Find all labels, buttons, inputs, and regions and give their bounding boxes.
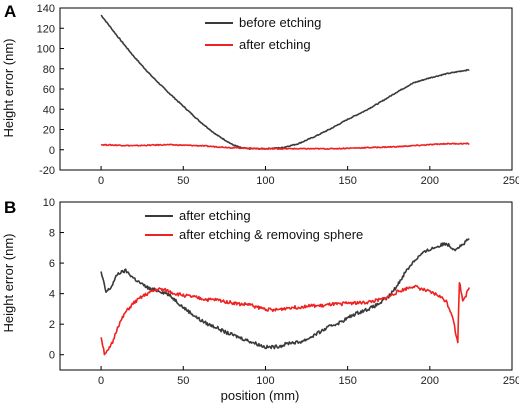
y-axis-title-a: Height error (nm) <box>1 39 16 138</box>
y-tick-label: 8 <box>49 228 55 240</box>
x-ticks-a: 0 50 100 150 200 250 <box>98 166 519 187</box>
x-ticks-b: 0 50 100 150 200 250 <box>98 366 519 387</box>
legend-label: before etching <box>239 15 321 30</box>
y-tick-label: 80 <box>43 64 55 76</box>
y-tick-label: 20 <box>43 125 55 137</box>
x-tick-label: 250 <box>503 175 519 187</box>
legend-label: after etching <box>239 37 311 52</box>
legend-a: before etching after etching <box>205 15 321 52</box>
x-tick-label: 0 <box>98 175 104 187</box>
y-tick-label: 40 <box>43 104 55 116</box>
x-tick-label: 250 <box>503 375 519 387</box>
y-tick-label: 2 <box>49 319 55 331</box>
y-axis-title-b: Height error (nm) <box>1 234 16 333</box>
series-line-2 <box>100 142 470 150</box>
y-tick-label: -20 <box>39 165 55 177</box>
series-line-1 <box>100 14 470 150</box>
x-tick-label: 150 <box>338 175 356 187</box>
x-tick-label: 100 <box>256 375 274 387</box>
y-tick-label: 60 <box>43 84 55 96</box>
plot-frame-b <box>59 201 513 371</box>
y-tick-label: 120 <box>37 23 55 35</box>
panel-a-label: A <box>4 2 16 21</box>
x-tick-label: 150 <box>338 375 356 387</box>
x-tick-label: 200 <box>421 175 439 187</box>
x-axis-title-b: position (mm) <box>221 388 300 403</box>
series-line-1 <box>100 238 470 350</box>
panel-b-label: B <box>4 198 16 217</box>
legend-label: after etching <box>179 208 251 223</box>
series-b <box>100 238 471 356</box>
y-ticks-b: 0 2 4 6 8 10 <box>43 197 64 362</box>
x-tick-label: 50 <box>177 175 189 187</box>
legend-label: after etching & removing sphere <box>179 227 363 242</box>
y-tick-label: 140 <box>37 3 55 15</box>
y-tick-label: 10 <box>43 197 55 209</box>
x-tick-label: 100 <box>256 175 274 187</box>
series-line-2 <box>100 281 471 356</box>
y-tick-label: 0 <box>49 145 55 157</box>
x-tick-label: 50 <box>177 375 189 387</box>
y-ticks-a: -20 0 20 40 60 80 100 120 140 <box>37 3 64 177</box>
x-tick-label: 0 <box>98 375 104 387</box>
legend-b: after etching after etching & removing sp… <box>145 208 363 242</box>
y-tick-label: 100 <box>37 44 55 56</box>
y-tick-label: 0 <box>49 350 55 362</box>
y-tick-label: 4 <box>49 289 55 301</box>
series-a <box>100 14 470 150</box>
x-tick-label: 200 <box>421 375 439 387</box>
y-tick-label: 6 <box>49 258 55 270</box>
